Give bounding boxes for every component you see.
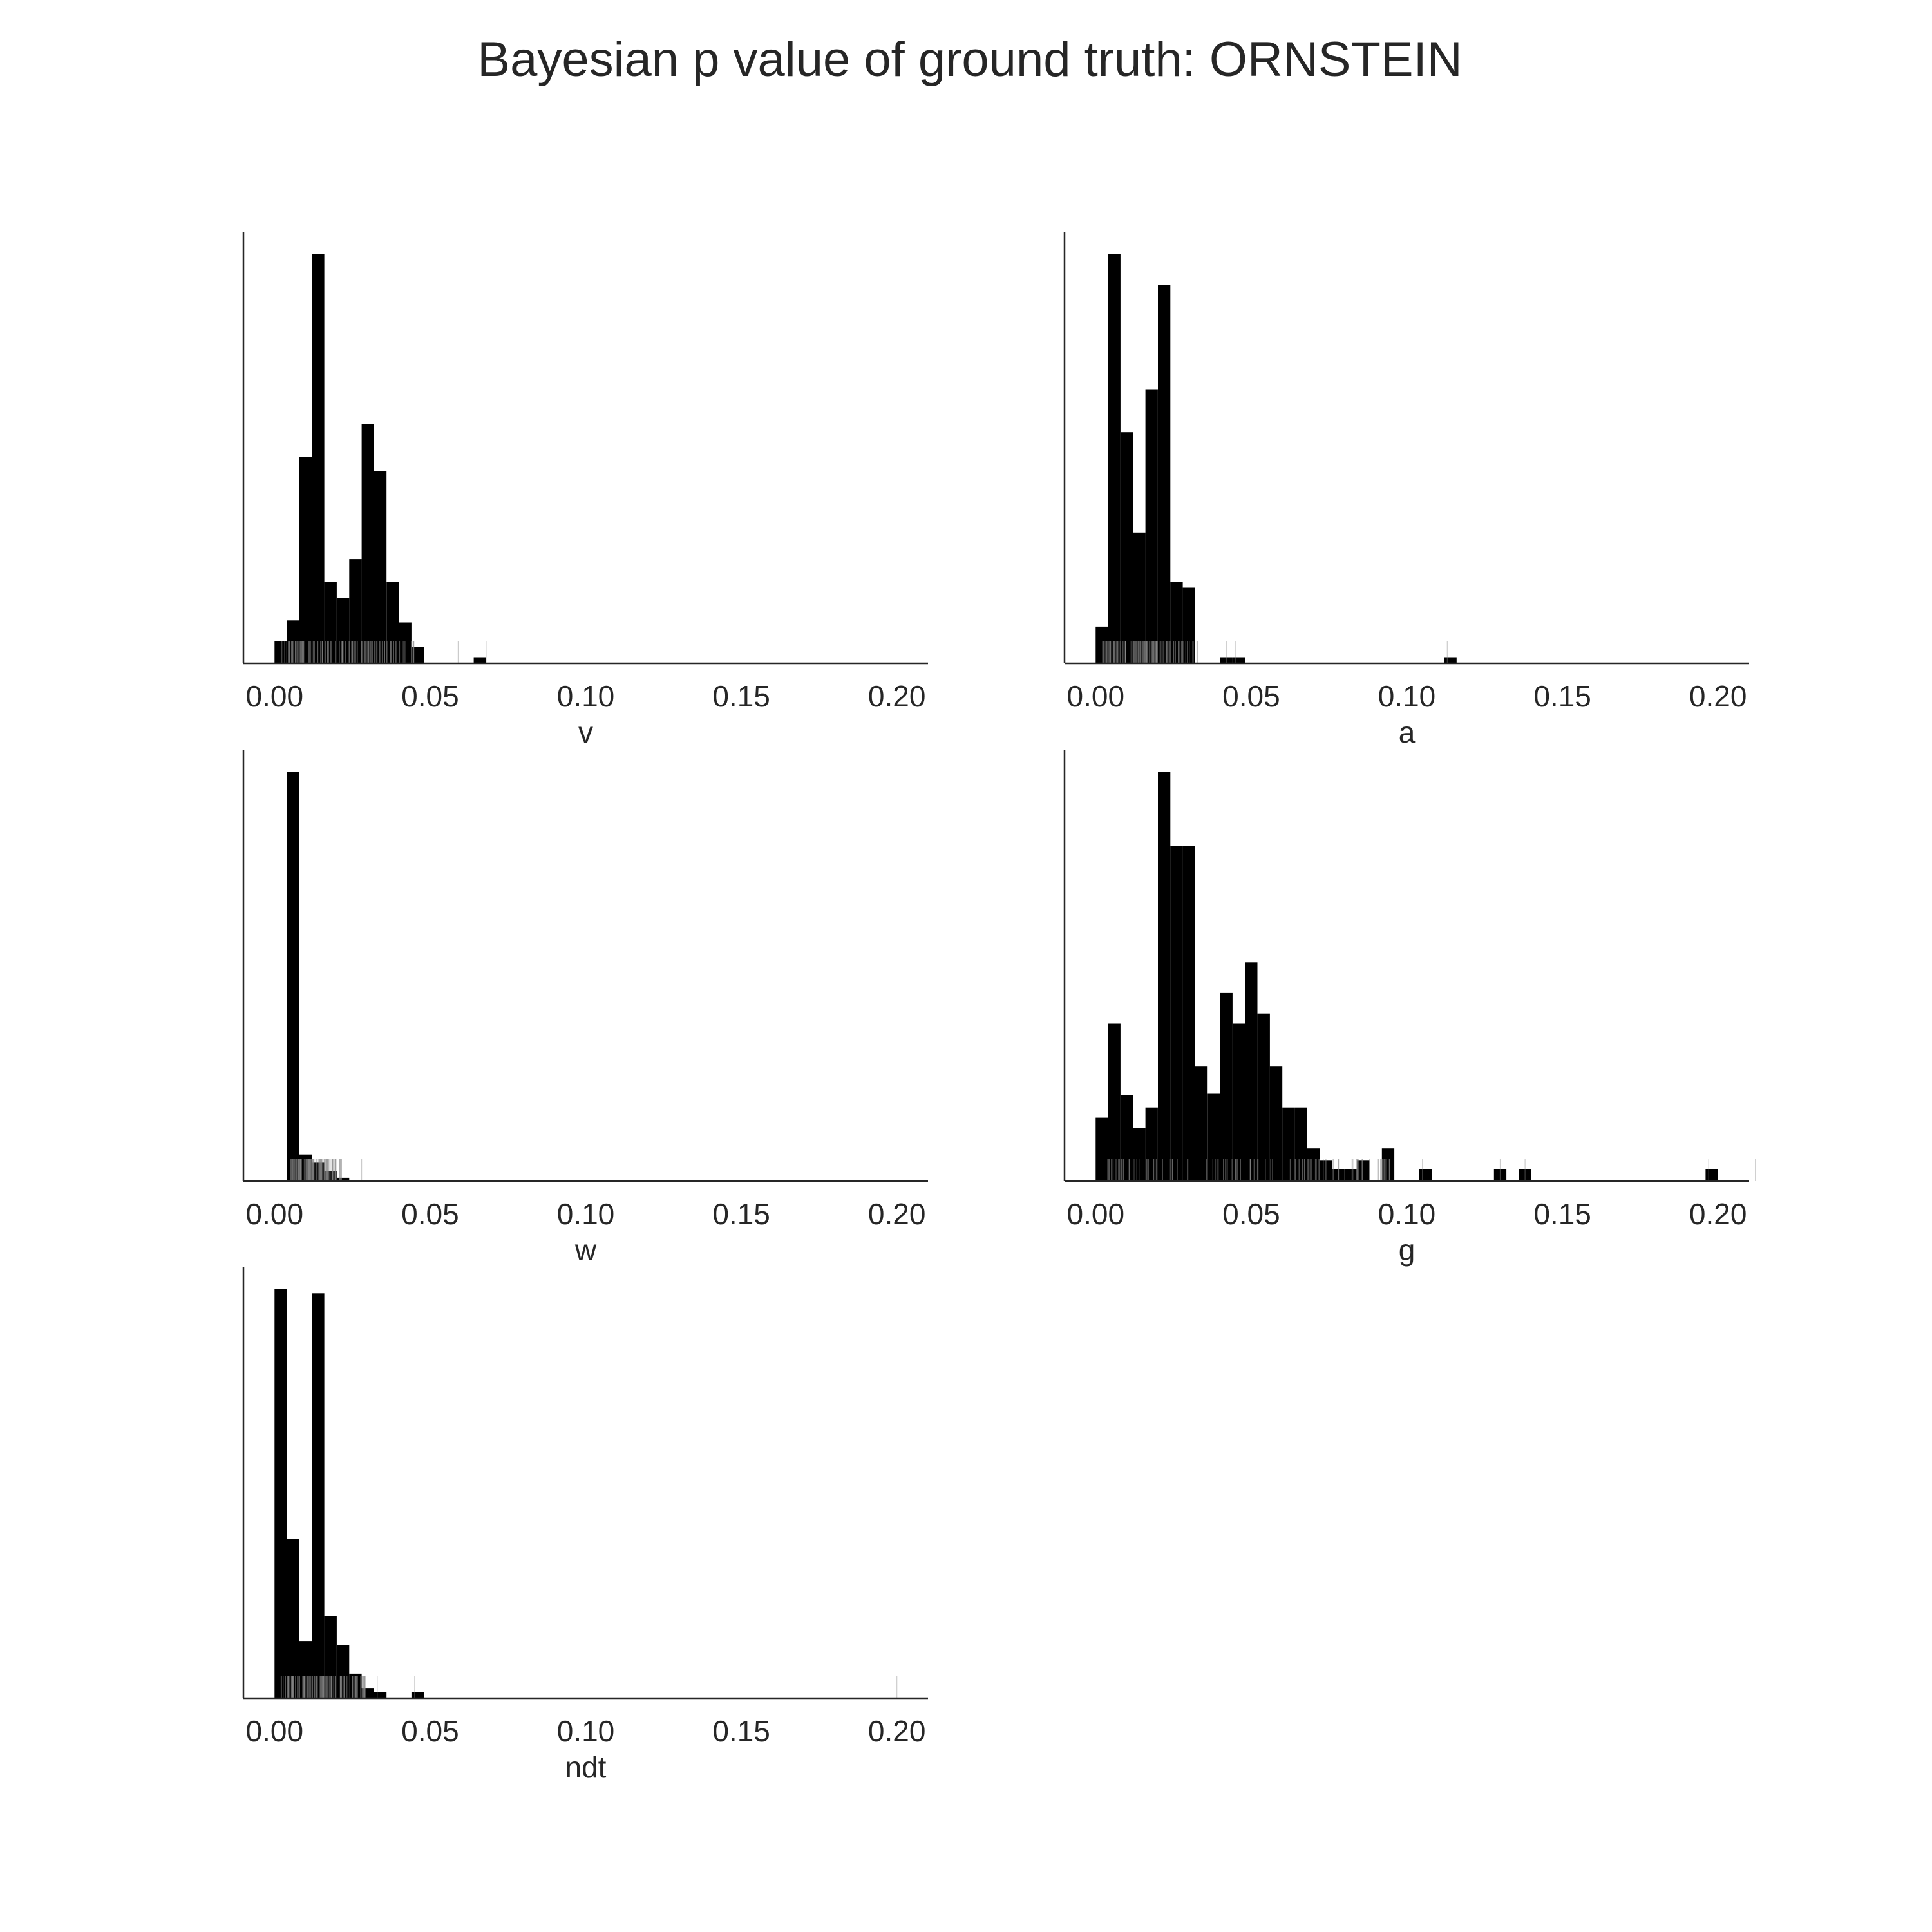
x-tick-label: 0.10 — [557, 679, 615, 713]
panel-a: 0.00 0.05 0.10 0.15 0.20 a — [1063, 232, 1749, 749]
histogram-bar — [1121, 432, 1133, 663]
x-tick-label: 0.15 — [712, 679, 770, 713]
x-tick-label: 0.05 — [1222, 679, 1280, 713]
histogram-bar — [1108, 254, 1121, 663]
histogram-bar — [1257, 1013, 1270, 1181]
x-axis-label: a — [1399, 715, 1416, 749]
x-tick-label: 0.20 — [1689, 1197, 1747, 1231]
histogram-bar — [1095, 1117, 1108, 1181]
x-tick-label: 0.00 — [246, 1197, 304, 1231]
x-axis-label: g — [1399, 1233, 1416, 1267]
histogram-bar — [1170, 582, 1183, 663]
rug-marks — [1102, 641, 1448, 663]
x-tick-label: 0.05 — [401, 1714, 459, 1748]
x-tick-label: 0.20 — [868, 679, 926, 713]
histogram-bar — [1133, 532, 1146, 663]
histogram-bar — [361, 424, 374, 663]
x-tick-label: 0.15 — [1533, 1197, 1591, 1231]
histogram-bar — [299, 457, 312, 663]
histogram-bar — [312, 1293, 325, 1698]
histogram-bar — [1195, 1066, 1208, 1181]
panel-w: 0.00 0.05 0.10 0.15 0.20 w — [242, 750, 928, 1267]
histogram-bar — [1444, 657, 1457, 663]
histogram-bar — [1158, 285, 1171, 664]
x-tick-label: 0.10 — [1378, 679, 1436, 713]
x-axis-label: w — [574, 1233, 597, 1267]
panel-g: 0.00 0.05 0.10 0.15 0.20 g — [1063, 750, 1756, 1267]
histogram-bar — [1294, 1107, 1307, 1181]
histogram-bar — [1220, 992, 1233, 1181]
x-tick-label: 0.00 — [1067, 679, 1125, 713]
x-tick-label: 0.05 — [401, 679, 459, 713]
histogram-bar — [337, 1177, 350, 1181]
histogram-bar — [1232, 657, 1245, 663]
x-tick-label: 0.15 — [712, 1714, 770, 1748]
histogram-bar — [473, 657, 486, 663]
histogram-bar — [1282, 1107, 1295, 1181]
panels: 0.00 0.05 0.10 0.15 0.20 v 0.00 0.05 0.10 0.15 0.2… — [242, 232, 1756, 1784]
histogram-bar — [274, 1289, 287, 1698]
histogram-bar — [1245, 962, 1258, 1181]
histogram-bar — [287, 772, 299, 1181]
x-tick-label: 0.10 — [1378, 1197, 1436, 1231]
x-tick-label: 0.05 — [401, 1197, 459, 1231]
histogram-bar — [1381, 1148, 1395, 1181]
histogram-bar — [1108, 1023, 1121, 1181]
histogram-bar — [299, 1641, 312, 1698]
panel-v: 0.00 0.05 0.10 0.15 0.20 v — [242, 232, 928, 749]
x-tick-label: 0.00 — [246, 679, 304, 713]
x-tick-label: 0.00 — [1067, 1197, 1125, 1231]
x-tick-label: 0.15 — [1533, 679, 1591, 713]
x-axis-label: ndt — [565, 1750, 607, 1784]
histogram-bar — [1095, 626, 1108, 663]
histogram-bar — [1182, 846, 1195, 1181]
x-tick-label: 0.00 — [246, 1714, 304, 1748]
histogram-bar — [411, 1692, 424, 1698]
histogram-bar — [337, 1645, 350, 1698]
histogram-bar — [274, 641, 287, 663]
histogram-bar — [1269, 1066, 1283, 1181]
histogram-bar — [1519, 1169, 1531, 1181]
x-tick-label: 0.10 — [557, 1714, 615, 1748]
rug-marks — [1107, 1159, 1756, 1181]
x-tick-label: 0.20 — [1689, 679, 1747, 713]
histogram-bar — [312, 254, 325, 663]
histogram-bar — [349, 559, 362, 663]
histogram-bar — [374, 471, 387, 663]
histogram-bar — [1170, 846, 1183, 1181]
histogram-bar — [1121, 1095, 1133, 1181]
x-tick-label: 0.05 — [1222, 1197, 1280, 1231]
histogram-bar — [1344, 1169, 1358, 1181]
histogram-bar — [1208, 1093, 1220, 1181]
x-tick-label: 0.20 — [868, 1714, 926, 1748]
x-tick-label: 0.15 — [712, 1197, 770, 1231]
histogram-bar — [287, 1539, 299, 1698]
histogram-bar — [1493, 1169, 1507, 1181]
histogram-bar — [1133, 1128, 1146, 1181]
histogram-bar — [374, 1692, 387, 1698]
histogram-bar — [386, 582, 399, 663]
histogram-bar — [349, 1673, 362, 1698]
x-tick-label: 0.20 — [868, 1197, 926, 1231]
histogram-bar — [1145, 389, 1158, 663]
panel-ndt: 0.00 0.05 0.10 0.15 0.20 ndt — [242, 1267, 928, 1784]
rug-marks — [281, 641, 487, 663]
x-tick-label: 0.10 — [557, 1197, 615, 1231]
histogram-bar — [411, 647, 424, 663]
histogram-bar — [1232, 1023, 1245, 1181]
x-axis-label: v — [578, 715, 593, 749]
histogram-bar — [1705, 1169, 1718, 1181]
histogram-bar — [1357, 1160, 1370, 1182]
histogram-bar — [337, 598, 350, 663]
histogram-bar — [1419, 1169, 1432, 1181]
histogram-bar — [1220, 657, 1233, 663]
rug-marks — [280, 1676, 898, 1698]
histogram-bar — [1158, 772, 1171, 1181]
rug-marks — [290, 1159, 363, 1181]
figure-title: Bayesian p value of ground truth: ORNSTE… — [477, 32, 1462, 87]
